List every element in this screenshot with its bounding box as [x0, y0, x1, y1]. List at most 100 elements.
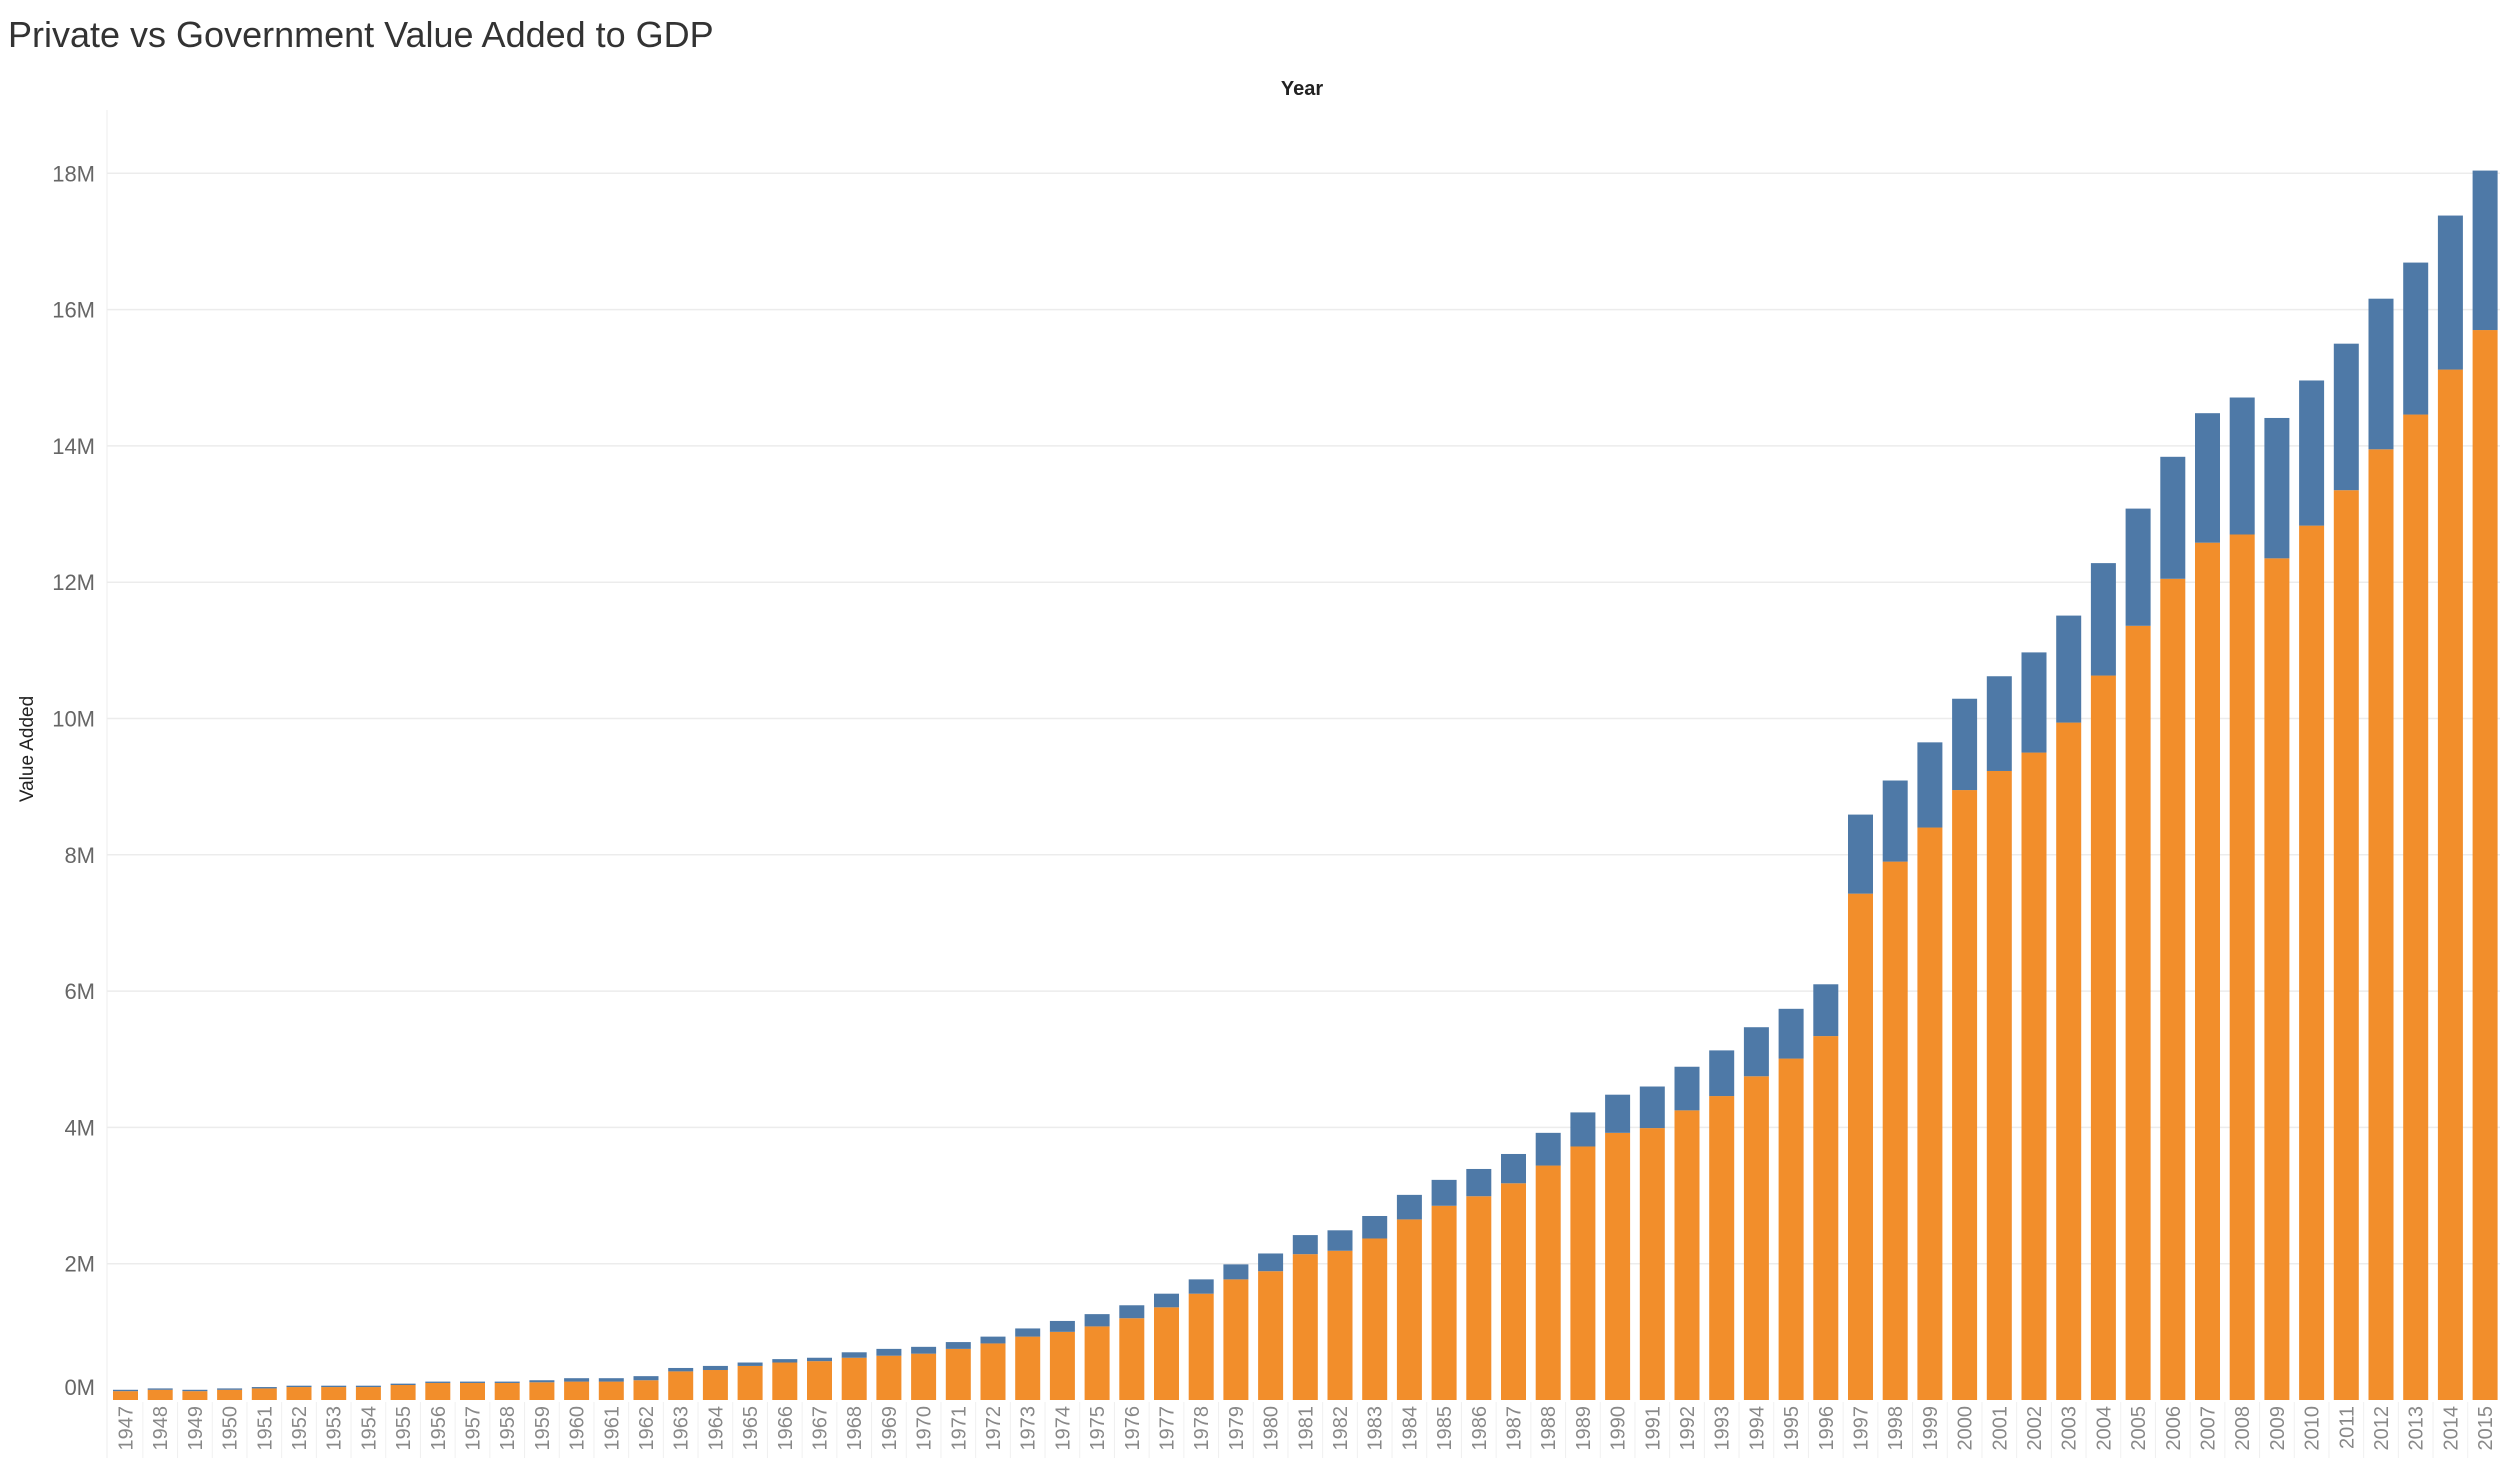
- bar-government-1965: [737, 1362, 763, 1366]
- bar-government-1948: [147, 1388, 173, 1390]
- bar-private-1994: [1743, 1076, 1769, 1400]
- bar-private-1949: [182, 1391, 208, 1400]
- bar-government-1963: [668, 1367, 694, 1372]
- x-tick-label: 2007: [2198, 1406, 2220, 1451]
- x-tick-label: 1977: [1157, 1406, 1179, 1451]
- bar-private-1978: [1188, 1293, 1214, 1400]
- x-tick-label: 2015: [2475, 1406, 2497, 1451]
- bar-private-1976: [1119, 1318, 1145, 1400]
- bar-government-2011: [2333, 343, 2359, 491]
- y-tick-label: 16M: [52, 298, 95, 323]
- bar-government-1990: [1605, 1094, 1631, 1133]
- x-tick-label: 1965: [740, 1406, 762, 1451]
- bar-private-1950: [217, 1389, 243, 1400]
- bar-private-1992: [1674, 1110, 1700, 1400]
- y-tick-label: 18M: [52, 161, 95, 186]
- x-tick-label: 1949: [185, 1406, 207, 1451]
- bar-government-2005: [2125, 508, 2151, 626]
- bar-government-1983: [1362, 1215, 1388, 1239]
- bar-government-1996: [1813, 984, 1839, 1037]
- x-tick-label: 2003: [2059, 1406, 2081, 1451]
- x-tick-label: 1993: [1712, 1406, 1734, 1451]
- bar-government-1979: [1223, 1264, 1249, 1280]
- x-tick-label: 2012: [2371, 1406, 2393, 1451]
- bar-government-1960: [564, 1378, 590, 1382]
- bar-private-1995: [1778, 1058, 1804, 1400]
- bar-private-1979: [1223, 1279, 1249, 1400]
- x-tick-label: 1951: [254, 1406, 276, 1451]
- x-tick-label: 2006: [2163, 1406, 2185, 1451]
- x-tick-label: 1952: [289, 1406, 311, 1451]
- x-tick-label: 1987: [1504, 1406, 1526, 1451]
- bar-government-2004: [2090, 563, 2116, 676]
- x-tick-label: 1981: [1295, 1406, 1317, 1451]
- bar-private-1973: [1015, 1336, 1041, 1400]
- bar-private-1974: [1049, 1331, 1075, 1400]
- bar-private-1984: [1396, 1219, 1422, 1400]
- bar-private-2000: [1952, 790, 1978, 1400]
- bar-government-2008: [2229, 397, 2255, 535]
- bar-government-1986: [1466, 1168, 1492, 1197]
- y-tick-label: 12M: [52, 570, 95, 595]
- x-tick-label: 1986: [1469, 1406, 1491, 1451]
- bar-private-2009: [2264, 558, 2290, 1400]
- bar-government-1997: [1848, 814, 1873, 894]
- bar-private-2001: [1986, 770, 2012, 1400]
- bar-private-1985: [1431, 1205, 1457, 1400]
- bar-private-1983: [1362, 1238, 1388, 1400]
- x-tick-label: 1953: [324, 1406, 346, 1451]
- bar-private-2006: [2160, 578, 2186, 1400]
- bar-private-1997: [1848, 893, 1873, 1400]
- bar-government-1976: [1119, 1305, 1145, 1319]
- bar-government-1977: [1154, 1293, 1179, 1308]
- bar-private-1986: [1466, 1196, 1492, 1400]
- x-tick-label: 1989: [1573, 1406, 1595, 1451]
- bar-private-1998: [1882, 861, 1908, 1400]
- bar-private-2011: [2333, 490, 2359, 1400]
- bar-government-1954: [355, 1385, 381, 1388]
- bar-private-2008: [2229, 534, 2255, 1400]
- y-tick-label: 14M: [52, 434, 95, 459]
- bar-government-1959: [529, 1380, 555, 1383]
- x-tick-label: 1957: [463, 1406, 485, 1451]
- bar-private-1990: [1605, 1132, 1631, 1400]
- bar-private-1948: [147, 1389, 173, 1400]
- bar-private-1980: [1258, 1271, 1284, 1400]
- bar-private-1993: [1709, 1096, 1735, 1400]
- bar-government-2006: [2160, 456, 2186, 579]
- bar-private-1954: [355, 1387, 381, 1400]
- bar-private-1953: [321, 1387, 347, 1400]
- bar-government-1950: [217, 1388, 243, 1390]
- x-tick-label: 1947: [116, 1406, 138, 1451]
- x-tick-label: 1996: [1816, 1406, 1838, 1451]
- bar-private-1996: [1813, 1036, 1839, 1400]
- bar-government-2015: [2472, 170, 2498, 331]
- x-tick-label: 2009: [2267, 1406, 2289, 1451]
- x-tick-label: 1990: [1608, 1406, 1630, 1451]
- bar-government-2014: [2437, 215, 2463, 370]
- bar-government-1987: [1501, 1153, 1526, 1184]
- bar-private-2010: [2299, 525, 2325, 1400]
- x-tick-label: 1974: [1052, 1406, 1074, 1451]
- bar-government-1998: [1882, 780, 1908, 862]
- bar-private-1971: [945, 1348, 971, 1400]
- bar-government-2002: [2021, 652, 2047, 753]
- x-tick-label: 1963: [671, 1406, 693, 1451]
- bar-government-1989: [1570, 1112, 1596, 1147]
- bar-private-1968: [841, 1357, 867, 1400]
- bar-government-1999: [1917, 742, 1943, 828]
- x-tick-label: 1992: [1677, 1406, 1699, 1451]
- bar-government-2001: [1986, 676, 2012, 771]
- bar-government-1958: [494, 1381, 520, 1383]
- x-tick-label: 1995: [1781, 1406, 1803, 1451]
- bar-private-2002: [2021, 752, 2047, 1400]
- bar-private-1959: [529, 1382, 555, 1400]
- bar-government-1949: [182, 1389, 208, 1392]
- x-tick-label: 2008: [2232, 1406, 2254, 1451]
- bar-private-1967: [807, 1361, 832, 1400]
- bar-private-2012: [2368, 449, 2394, 1400]
- x-tick-label: 2011: [2336, 1406, 2358, 1449]
- bar-private-1964: [702, 1370, 728, 1400]
- bar-private-1991: [1639, 1128, 1665, 1400]
- x-tick-label: 1959: [532, 1406, 554, 1451]
